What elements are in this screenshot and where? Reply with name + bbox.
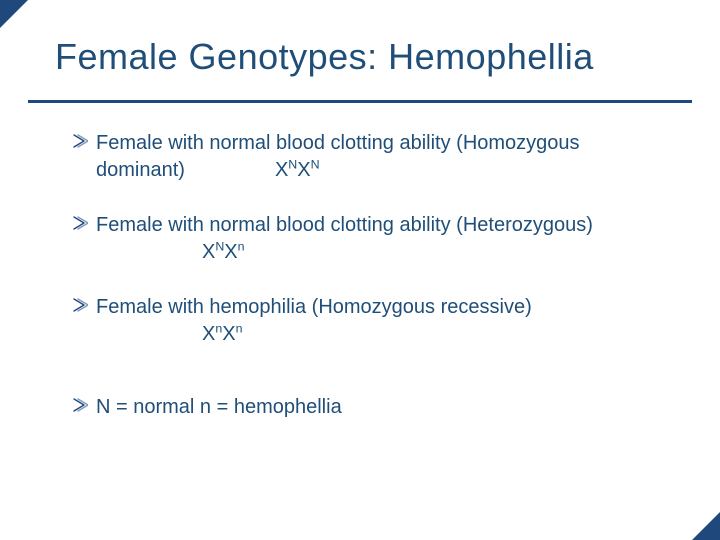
bullet-item: Female with normal blood clotting abilit… (72, 212, 660, 239)
slide-title: Female Genotypes: Hemophellia (55, 36, 680, 78)
bullet-arrow-icon (72, 215, 88, 231)
bullet-item: Female with hemophilia (Homozygous reces… (72, 294, 660, 321)
bullet-text: Female with normal blood clotting abilit… (96, 214, 593, 236)
title-container: Female Genotypes: Hemophellia (55, 36, 680, 78)
content-area: Female with normal blood clotting abilit… (72, 130, 660, 449)
spacer (72, 376, 660, 394)
bullet-item: N = normal n = hemophellia (72, 394, 660, 421)
bullet-item: Female with normal blood clotting abilit… (72, 130, 660, 184)
title-underline (28, 100, 692, 103)
bullet-text: N = normal n = hemophellia (96, 396, 342, 418)
corner-accent-bottom-right (692, 512, 720, 540)
bullet-arrow-icon (72, 397, 88, 413)
bullet-text: Female with normal blood clotting abilit… (96, 132, 580, 181)
genotype-line: XnXn (72, 321, 660, 348)
slide: Female Genotypes: Hemophellia Female wit… (0, 0, 720, 540)
genotype-line: XNXn (72, 239, 660, 266)
bullet-text: Female with hemophilia (Homozygous reces… (96, 296, 532, 318)
corner-accent-top-left (0, 0, 28, 28)
bullet-arrow-icon (72, 297, 88, 313)
bullet-arrow-icon (72, 133, 88, 149)
